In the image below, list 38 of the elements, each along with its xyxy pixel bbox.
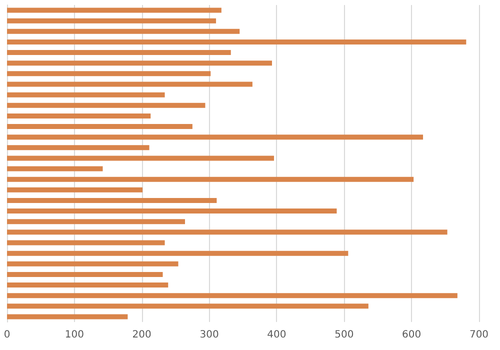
- bar: [7, 219, 186, 224]
- x-tick-label: 100: [64, 330, 84, 340]
- bar: [7, 240, 165, 246]
- bar: [7, 304, 368, 309]
- bar: [7, 261, 178, 266]
- bar: [7, 71, 211, 76]
- bar: [7, 28, 240, 34]
- bar: [7, 187, 143, 192]
- bar: [7, 208, 337, 214]
- x-tick-label: 700: [469, 330, 489, 340]
- bar: [7, 230, 448, 235]
- bar: [7, 124, 192, 130]
- bar: [7, 145, 150, 150]
- bar: [7, 250, 348, 256]
- x-tick-label: 0: [4, 330, 10, 340]
- bar: [7, 156, 274, 161]
- bar: [7, 293, 458, 298]
- bar: [7, 198, 217, 203]
- bar: [7, 50, 231, 56]
- x-tick-label: 600: [402, 330, 422, 340]
- bar: [7, 166, 103, 172]
- bar: [7, 92, 165, 98]
- x-tick-label: 500: [334, 330, 354, 340]
- bar: [7, 18, 216, 24]
- bar: [7, 60, 272, 66]
- x-tick-label: 300: [200, 330, 219, 340]
- x-tick-label: 200: [132, 330, 152, 340]
- bar: [7, 314, 128, 320]
- bar: [7, 8, 222, 13]
- bar: [7, 102, 206, 108]
- bar: [7, 176, 414, 182]
- x-tick-label: 400: [267, 330, 286, 340]
- bar: [7, 113, 151, 118]
- bar: [7, 134, 424, 140]
- bar: [7, 272, 163, 277]
- bar: [7, 82, 252, 87]
- bar: [7, 39, 466, 44]
- bar: [7, 282, 168, 288]
